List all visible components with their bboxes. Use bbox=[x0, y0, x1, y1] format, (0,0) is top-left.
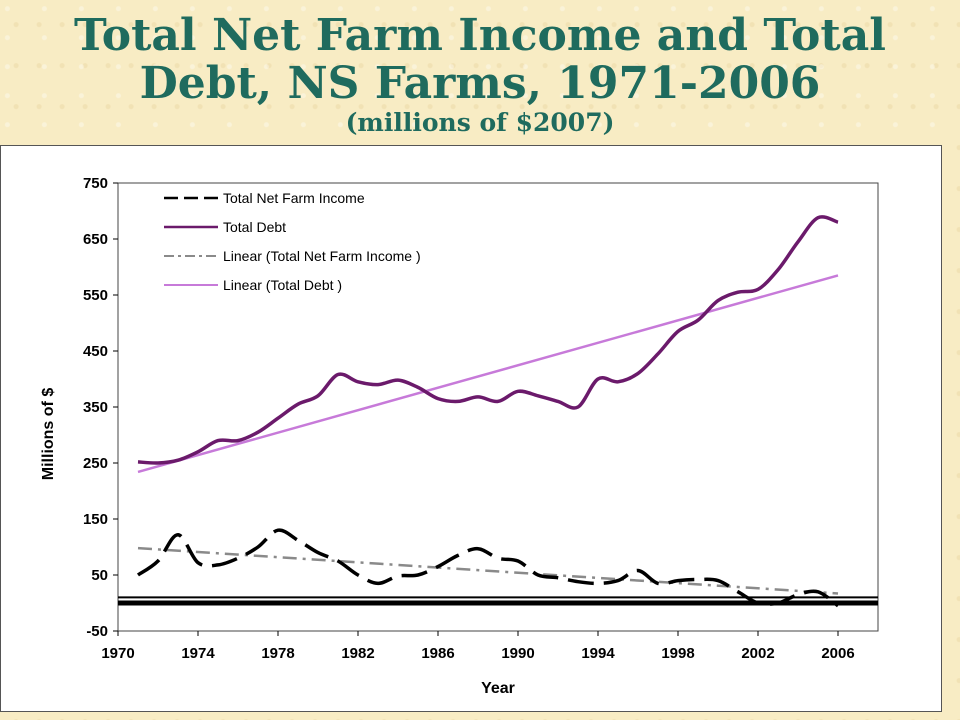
y-tick-label: 450 bbox=[83, 343, 108, 360]
chart-title-line-1: Total Net Farm Income and Total bbox=[74, 10, 886, 61]
x-tick-label: 1990 bbox=[501, 645, 534, 662]
y-tick-label: 250 bbox=[83, 455, 108, 472]
legend-label: Linear (Total Debt ) bbox=[223, 277, 342, 293]
y-tick-label: 50 bbox=[91, 567, 108, 584]
legend: Total Net Farm Income Total Debt Linear (T… bbox=[164, 190, 421, 293]
x-tick-label: 2006 bbox=[821, 645, 854, 662]
legend-label: Total Debt bbox=[223, 219, 286, 235]
series-line-total-debt bbox=[137, 215, 839, 465]
series-line-linear-total-debt bbox=[137, 274, 839, 474]
x-tick-label: 2002 bbox=[741, 645, 774, 662]
y-tick-label: 650 bbox=[83, 231, 108, 248]
x-tick-label: 1982 bbox=[341, 645, 374, 662]
x-axis-title: Year bbox=[481, 680, 515, 697]
x-tick-label: 1986 bbox=[421, 645, 454, 662]
line-chart: -50 50 150 250 350 450 550 650 750 1970 1974 1978 1… bbox=[40, 175, 879, 697]
y-tick-label: 150 bbox=[83, 511, 108, 528]
series-line-linear-total-net-farm-income bbox=[137, 546, 839, 595]
y-tick-label: 350 bbox=[83, 399, 108, 416]
x-tick-label: 1974 bbox=[181, 645, 215, 662]
title-block: Total Net Farm Income and Total Debt, NS… bbox=[0, 0, 960, 138]
y-tick-label: 750 bbox=[83, 175, 108, 192]
series-line-total-net-farm-income bbox=[136, 528, 840, 608]
chart-panel: -50 50 150 250 350 450 550 650 750 1970 1974 1978 1… bbox=[0, 145, 942, 712]
x-tick-label: 1970 bbox=[101, 645, 134, 662]
y-axis-title: Millions of $ bbox=[40, 388, 57, 481]
x-tick-label: 1978 bbox=[261, 645, 294, 662]
legend-label: Total Net Farm Income bbox=[223, 190, 365, 206]
chart-subtitle: (millions of $2007) bbox=[345, 108, 615, 137]
plot-area bbox=[117, 182, 879, 632]
x-tick-label: 1994 bbox=[581, 645, 615, 662]
chart-title-line-2: Debt, NS Farms, 1971-2006 bbox=[139, 58, 821, 109]
x-tick-label: 1998 bbox=[661, 645, 694, 662]
y-tick-label: 550 bbox=[83, 287, 108, 304]
y-tick-label: -50 bbox=[86, 623, 108, 640]
legend-label: Linear (Total Net Farm Income ) bbox=[223, 248, 421, 264]
